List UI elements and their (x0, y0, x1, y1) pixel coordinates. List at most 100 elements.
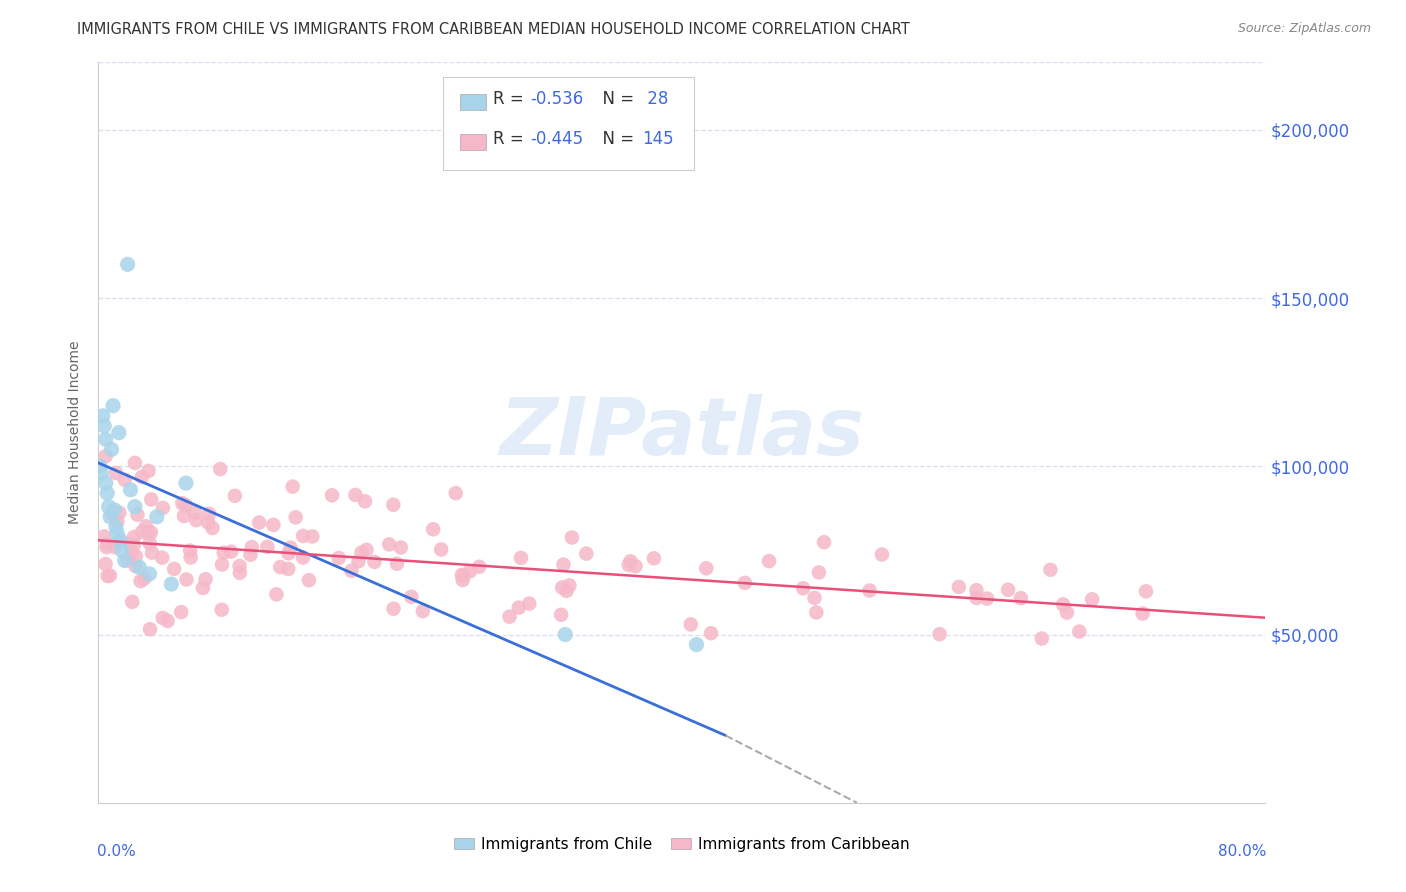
Text: 145: 145 (643, 129, 673, 148)
Point (108, 533, 131, 548)
Point (734, 575, 756, 590)
Point (803, 591, 825, 605)
Point (174, 476, 197, 491)
Point (858, 583, 880, 598)
Point (558, 578, 581, 592)
FancyBboxPatch shape (460, 94, 486, 110)
Point (179, 543, 201, 558)
Point (105, 515, 128, 529)
Point (575, 547, 598, 561)
Point (758, 554, 780, 568)
Point (1056, 606, 1078, 620)
Point (127, 508, 149, 522)
Point (643, 551, 665, 566)
Point (700, 626, 723, 640)
Text: 80.0%: 80.0% (1218, 844, 1267, 858)
Point (105, 526, 128, 541)
Point (1010, 591, 1032, 606)
Point (292, 550, 315, 565)
Text: N =: N = (592, 90, 640, 108)
Point (104, 540, 127, 554)
Point (1052, 598, 1074, 612)
Point (138, 524, 160, 539)
Point (94, 476, 117, 491)
Point (100, 442, 122, 457)
Point (363, 555, 385, 569)
Point (120, 483, 142, 497)
Point (197, 516, 219, 530)
Point (266, 587, 288, 601)
Point (298, 573, 321, 587)
Point (792, 582, 814, 596)
Point (517, 597, 540, 611)
Point (138, 566, 160, 581)
Point (128, 560, 150, 574)
Point (124, 500, 146, 514)
Point (695, 561, 717, 575)
Point (138, 464, 160, 478)
Point (301, 529, 323, 543)
Point (139, 622, 162, 636)
Point (174, 499, 197, 513)
Point (117, 257, 139, 271)
Point (121, 595, 143, 609)
Point (551, 581, 574, 595)
Point (280, 541, 302, 555)
Point (97, 569, 120, 583)
Point (356, 542, 378, 557)
Point (138, 536, 160, 550)
Point (173, 508, 195, 523)
Point (90, 466, 112, 480)
Point (160, 577, 183, 591)
Point (498, 609, 520, 624)
Point (277, 562, 299, 576)
Point (89, 459, 111, 474)
Point (1081, 592, 1104, 607)
Point (170, 605, 193, 619)
Point (131, 524, 153, 539)
Point (96, 537, 118, 551)
Point (122, 538, 145, 552)
Point (125, 549, 148, 564)
Point (382, 601, 405, 615)
Point (120, 538, 142, 552)
Point (1069, 624, 1091, 639)
Point (131, 470, 153, 484)
Point (239, 548, 262, 562)
Point (94, 449, 117, 463)
Point (281, 480, 304, 494)
Point (624, 559, 647, 574)
Point (412, 604, 434, 618)
Point (813, 535, 835, 549)
Point (385, 557, 408, 571)
Point (378, 537, 401, 551)
Point (550, 607, 572, 622)
Point (350, 545, 373, 559)
Point (101, 399, 124, 413)
Point (948, 580, 970, 594)
Point (510, 550, 533, 565)
Y-axis label: Median Household Income: Median Household Income (69, 341, 83, 524)
Point (120, 547, 142, 561)
Point (347, 554, 370, 568)
Point (422, 522, 444, 536)
Point (186, 513, 208, 527)
Point (108, 425, 131, 440)
Legend: Immigrants from Chile, Immigrants from Caribbean: Immigrants from Chile, Immigrants from C… (447, 830, 917, 858)
Point (1039, 563, 1062, 577)
Point (284, 510, 307, 524)
Point (163, 562, 186, 576)
Point (110, 533, 132, 548)
Point (104, 466, 127, 480)
Point (211, 603, 233, 617)
Point (928, 627, 950, 641)
Point (150, 550, 173, 565)
Point (807, 566, 830, 580)
Text: 0.0%: 0.0% (97, 844, 136, 858)
Point (256, 540, 278, 554)
Point (685, 638, 707, 652)
Point (458, 564, 481, 578)
Point (146, 509, 169, 524)
Point (124, 456, 146, 470)
Point (141, 492, 163, 507)
